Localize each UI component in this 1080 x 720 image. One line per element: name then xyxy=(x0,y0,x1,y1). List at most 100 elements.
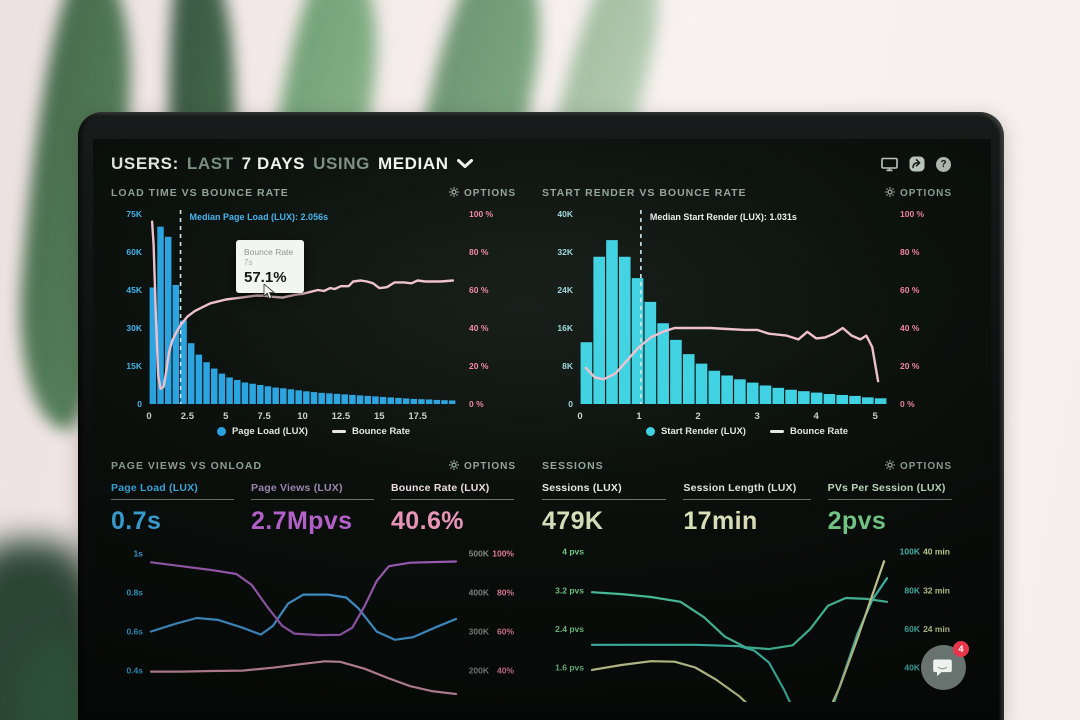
metric-sessions: Sessions (LUX) 479K xyxy=(542,482,667,536)
svg-text:60%: 60% xyxy=(497,627,514,637)
svg-text:2.5: 2.5 xyxy=(181,411,195,422)
dashboard-header: USERS: LAST 7 DAYS USING MEDIAN ? xyxy=(93,139,991,174)
metric-underline xyxy=(111,499,234,500)
svg-text:0.8s: 0.8s xyxy=(126,588,143,598)
svg-text:60K: 60K xyxy=(904,624,920,634)
svg-text:80 %: 80 % xyxy=(900,247,920,257)
gear-icon xyxy=(448,186,459,200)
svg-text:0: 0 xyxy=(137,399,142,409)
svg-text:5: 5 xyxy=(873,411,879,422)
svg-text:40K: 40K xyxy=(904,662,920,672)
metric-row: Sessions (LUX) 479K Session Length (LUX)… xyxy=(542,482,952,536)
chat-bubble-button[interactable]: 4 xyxy=(921,641,969,690)
svg-text:15K: 15K xyxy=(126,361,142,371)
svg-text:20 %: 20 % xyxy=(900,361,920,371)
legend-dot-icon xyxy=(645,427,655,436)
svg-text:5: 5 xyxy=(223,411,229,422)
legend-start-render[interactable]: Start Render (LUX) xyxy=(645,426,746,437)
bounce-rate-tooltip: Bounce Rate 7s 57.1% xyxy=(236,240,304,293)
display-icon[interactable] xyxy=(881,157,898,172)
svg-text:4 pvs: 4 pvs xyxy=(562,547,584,557)
svg-text:3.2 pvs: 3.2 pvs xyxy=(555,585,584,595)
svg-text:0.4s: 0.4s xyxy=(126,666,143,676)
start-render-bounce-chart[interactable]: 40K 32K 24K 16K 8K 0 100 % 80 % 60 % 40 % 20 % 0 % 0… xyxy=(542,202,952,424)
svg-text:200K: 200K xyxy=(469,666,490,676)
load-time-bounce-chart[interactable]: 75K 60K 45K 30K 15K 0 100 % 80 % 60 % 40 % 20 % 0 %… xyxy=(111,202,516,424)
options-button[interactable]: OPTIONS xyxy=(448,459,516,473)
svg-text:45K: 45K xyxy=(126,285,142,295)
svg-text:Median Start Render (LUX): 1.0: Median Start Render (LUX): 1.031s xyxy=(650,212,797,222)
svg-text:0 %: 0 % xyxy=(469,399,484,409)
legend-line-icon xyxy=(331,430,346,433)
svg-text:300K: 300K xyxy=(469,627,490,637)
page-title-median: MEDIAN xyxy=(377,154,449,173)
sessions-chart[interactable]: 4 pvs 100K 40 min 3.2 pvs 80K 32 min 2.4 pvs 60… xyxy=(542,538,952,702)
svg-text:0: 0 xyxy=(568,399,573,409)
legend-bounce-rate[interactable]: Bounce Rate xyxy=(769,426,848,437)
page-title-users: USERS: xyxy=(111,154,179,173)
legend-page-load[interactable]: Page Load (LUX) xyxy=(216,426,308,437)
options-button[interactable]: OPTIONS xyxy=(884,459,952,473)
options-button[interactable]: OPTIONS xyxy=(448,186,516,200)
svg-text:2: 2 xyxy=(695,411,700,422)
legend-bounce-rate[interactable]: Bounce Rate xyxy=(331,426,410,437)
chart-legend: Page Load (LUX) Bounce Rate xyxy=(111,426,516,437)
panel-start-render-vs-bounce-rate: START RENDER VS BOUNCE RATE OPTIONS 40K 3… xyxy=(542,184,952,437)
svg-text:Median Page Load (LUX): 2.056s: Median Page Load (LUX): 2.056s xyxy=(190,212,329,222)
svg-text:17.5: 17.5 xyxy=(408,411,427,422)
notification-badge: 4 xyxy=(953,641,969,657)
svg-text:24 min: 24 min xyxy=(923,624,950,634)
svg-text:8K: 8K xyxy=(562,361,574,371)
panel-title: START RENDER VS BOUNCE RATE xyxy=(542,187,747,199)
panel-title: LOAD TIME VS BOUNCE RATE xyxy=(111,187,289,199)
svg-text:100K: 100K xyxy=(900,547,921,557)
svg-text:30K: 30K xyxy=(126,323,142,333)
mouse-cursor-icon xyxy=(263,283,276,305)
svg-text:60 %: 60 % xyxy=(469,285,489,295)
laptop: USERS: LAST 7 DAYS USING MEDIAN ? xyxy=(78,112,1004,720)
gear-icon xyxy=(884,459,895,473)
metric-underline xyxy=(683,499,811,500)
svg-text:24K: 24K xyxy=(557,285,573,295)
metric-page-load: Page Load (LUX) 0.7s xyxy=(111,482,234,536)
metric-pvs-per-session: PVs Per Session (LUX) 2pvs xyxy=(827,482,952,536)
svg-text:100 %: 100 % xyxy=(900,209,925,219)
svg-text:10: 10 xyxy=(297,411,308,422)
svg-text:32 min: 32 min xyxy=(923,585,950,595)
metric-underline xyxy=(391,499,514,500)
svg-text:500K: 500K xyxy=(469,549,490,559)
svg-text:80 %: 80 % xyxy=(469,247,489,257)
options-label: OPTIONS xyxy=(463,460,516,472)
svg-text:12.5: 12.5 xyxy=(332,411,351,422)
page-title-using: USING xyxy=(313,154,370,173)
svg-text:7.5: 7.5 xyxy=(258,411,272,422)
svg-text:60 %: 60 % xyxy=(900,285,920,295)
options-label: OPTIONS xyxy=(463,187,516,199)
chart-legend: Start Render (LUX) Bounce Rate xyxy=(542,426,952,437)
panel-page-views-vs-onload: PAGE VIEWS VS ONLOAD OPTIONS Page Load (… xyxy=(111,457,516,702)
svg-text:40 %: 40 % xyxy=(900,323,920,333)
metric-session-length: Session Length (LUX) 17min xyxy=(683,482,811,536)
page-views-onload-chart[interactable]: 1s 500K 100% 0.8s 400K 80% 0.6s 300K 60% 0.4s 200K… xyxy=(111,538,516,702)
page-title-days: 7 DAYS xyxy=(241,154,306,173)
panel-load-time-vs-bounce-rate: LOAD TIME VS BOUNCE RATE OPTIONS 75K 60K 4… xyxy=(111,184,516,437)
svg-text:2.4 pvs: 2.4 pvs xyxy=(555,624,584,634)
svg-text:40%: 40% xyxy=(497,666,514,676)
svg-text:100%: 100% xyxy=(492,549,514,559)
svg-text:0: 0 xyxy=(577,411,582,422)
gear-icon xyxy=(448,459,459,473)
svg-text:3: 3 xyxy=(754,411,759,422)
options-button[interactable]: OPTIONS xyxy=(884,186,952,200)
svg-text:1: 1 xyxy=(636,411,642,422)
svg-text:4: 4 xyxy=(814,411,820,422)
share-icon[interactable] xyxy=(909,156,925,172)
svg-text:1s: 1s xyxy=(134,549,144,559)
svg-text:75K: 75K xyxy=(126,209,142,219)
svg-text:400K: 400K xyxy=(469,588,490,598)
svg-text:40K: 40K xyxy=(557,209,573,219)
help-icon[interactable]: ? xyxy=(936,156,951,172)
panel-title: SESSIONS xyxy=(542,460,604,472)
svg-text:60K: 60K xyxy=(126,247,142,257)
users-range-dropdown[interactable]: USERS: LAST 7 DAYS USING MEDIAN xyxy=(111,154,473,174)
svg-text:32K: 32K xyxy=(557,247,573,257)
